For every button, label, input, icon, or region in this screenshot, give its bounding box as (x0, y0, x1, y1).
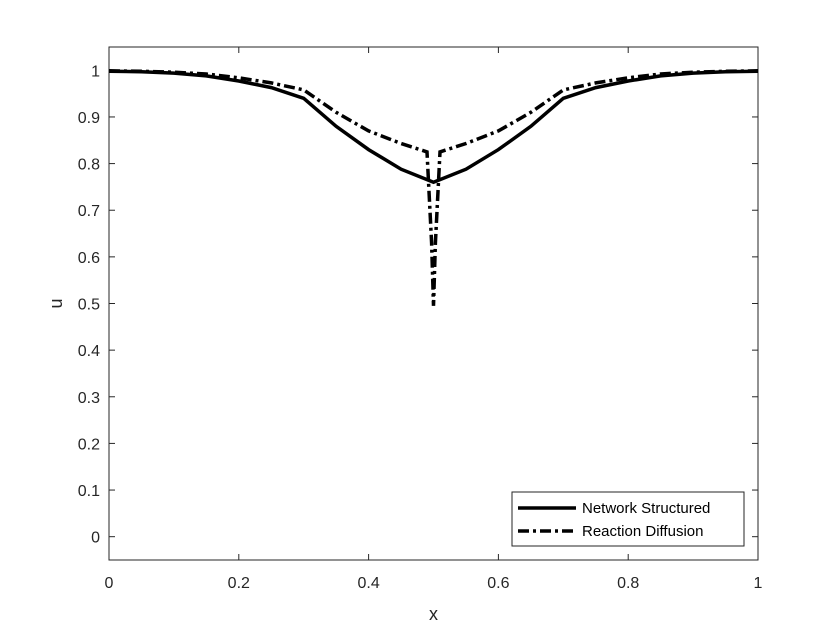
legend: Network Structured Reaction Diffusion (511, 491, 745, 547)
legend-box (511, 491, 745, 547)
y-tick-label: 0.2 (78, 436, 100, 453)
y-tick-label: 0.8 (78, 157, 100, 174)
legend-label-reaction-diffusion: Reaction Diffusion (582, 523, 703, 540)
x-tick-label: 0.8 (617, 575, 639, 592)
y-tick-label: 0.7 (78, 203, 100, 220)
y-tick-label: 0.6 (78, 250, 100, 267)
legend-label-network-structured: Network Structured (582, 500, 710, 517)
series-line-reaction-diffusion (108, 69, 759, 306)
x-tick-label: 0 (105, 575, 114, 592)
y-tick-label: 0.5 (78, 297, 100, 314)
series-layer (108, 69, 759, 306)
series-line-network-structured (108, 69, 759, 185)
y-tick-label: 0.4 (78, 343, 100, 360)
x-tick-label: 1 (754, 575, 763, 592)
y-tick-label: 0 (91, 530, 100, 547)
x-tick-label: 0.6 (487, 575, 509, 592)
y-tick-label: 0.9 (78, 110, 100, 127)
y-axis-ticks: 0 0.1 0.2 0.3 0.4 0.5 0.6 0.7 0.8 0.9 1 (78, 63, 758, 547)
y-tick-label: 1 (91, 63, 100, 80)
y-tick-label: 0.1 (78, 483, 100, 500)
y-tick-label: 0.3 (78, 390, 100, 407)
x-tick-label: 0.2 (228, 575, 250, 592)
y-axis-label: u (46, 298, 66, 308)
x-axis-ticks: 0 0.2 0.4 0.6 0.8 1 (105, 47, 763, 592)
x-tick-label: 0.4 (357, 575, 379, 592)
x-axis-label: x (429, 604, 438, 624)
